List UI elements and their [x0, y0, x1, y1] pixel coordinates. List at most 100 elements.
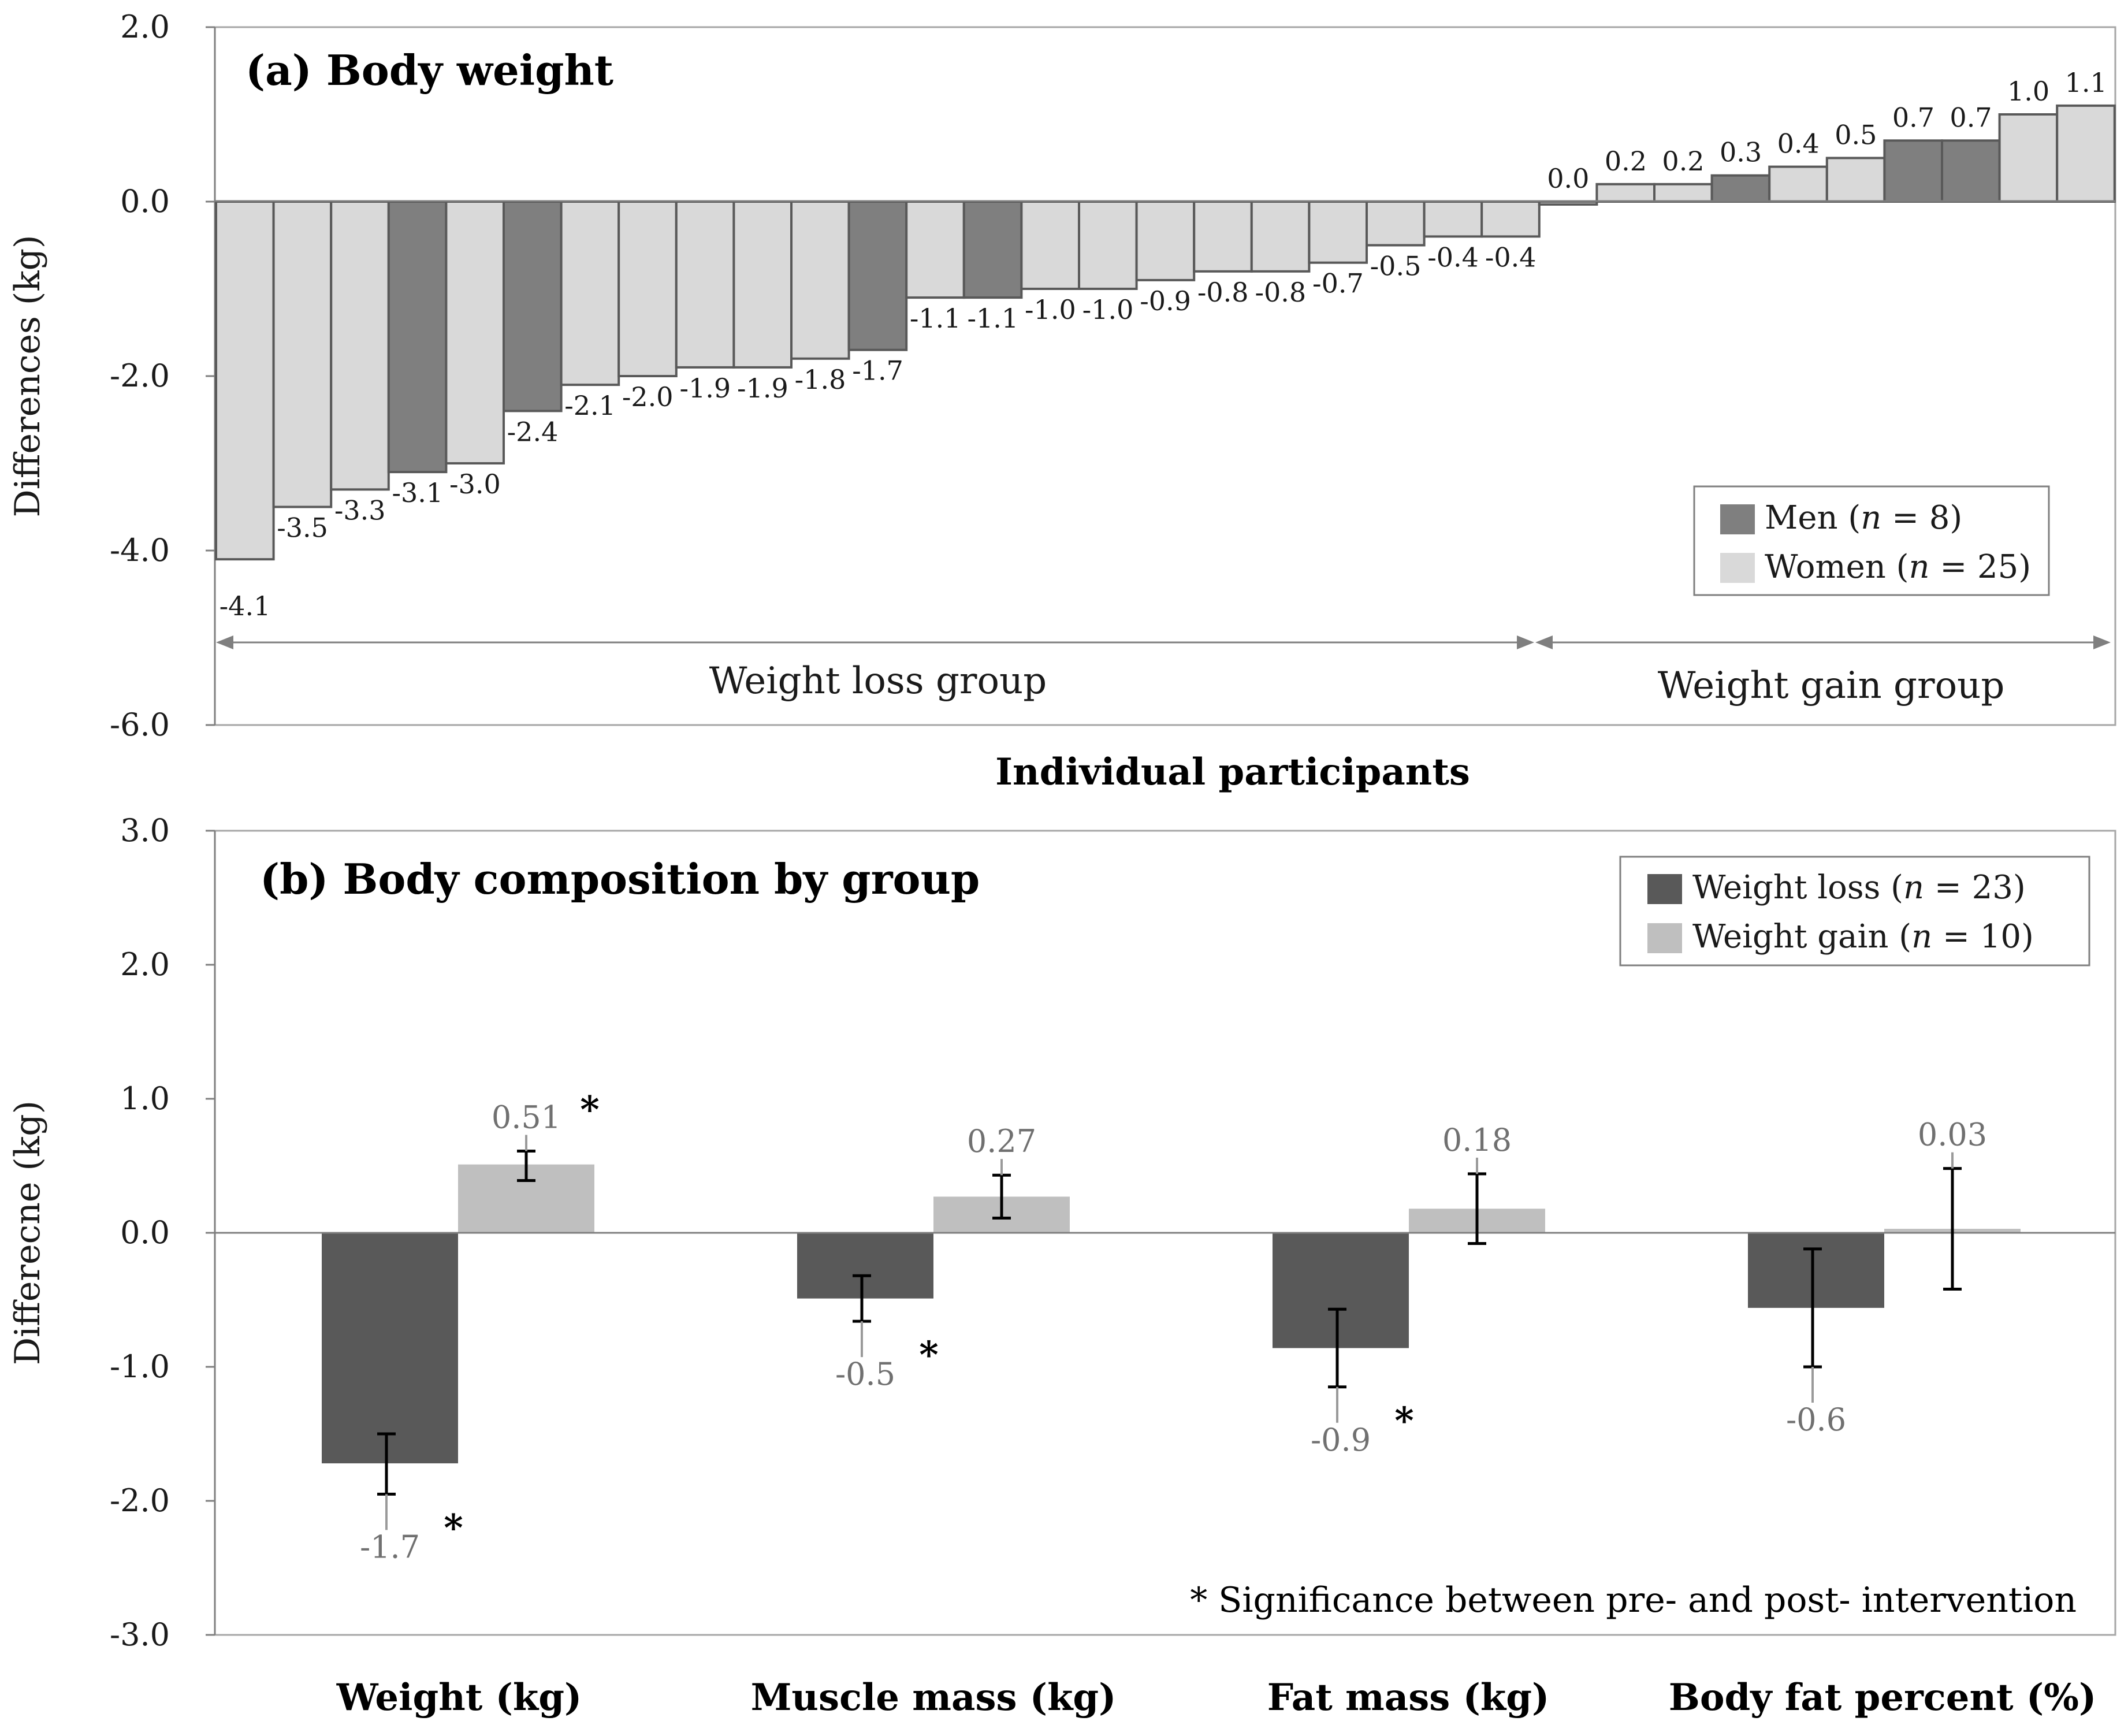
panel-a-x-label: Individual participants	[995, 750, 1470, 794]
bar-participant	[1020, 200, 1081, 290]
bar-participant	[1710, 174, 1771, 203]
weight-gain-arrow-left	[1535, 635, 1553, 649]
panel-a: 2.00.0-2.0-4.0-6.0 -4.1-3.5-3.3-3.1 -3.0-…	[8, 9, 2116, 743]
panel-a-bar-labels: -4.1-3.5-3.3-3.1 -3.0-2.4-2.1 -2.0 -1.9 -1.9…	[220, 67, 2107, 622]
bar-value-label: 1.1	[2065, 67, 2107, 98]
bar-value-label: -0.4	[1485, 241, 1537, 273]
weight-loss-arrow-right	[1517, 635, 1534, 649]
significance-star: *	[580, 1088, 599, 1131]
legend-swatch-weight-loss	[1647, 874, 1682, 904]
panel-b-y-label: Differecne (kg)	[8, 1101, 48, 1365]
bar-participant	[1480, 200, 1541, 238]
bar-value-label: -2.1	[564, 390, 616, 421]
bar-value-label: -1.0	[1082, 294, 1134, 325]
bar-participant	[1941, 139, 2001, 203]
legend-label-women: Women (n = 25)	[1765, 548, 2031, 586]
bar-value-label: 1.0	[2007, 76, 2049, 107]
bar-value-label: 0.3	[1720, 137, 1762, 168]
panel-b-category-labels: Weight (kg) Muscle mass (kg) Fat mass (kg)…	[336, 1676, 2096, 1719]
panel-a-y-tick-label: 0.0	[120, 183, 170, 220]
bar-participant	[1825, 157, 1886, 203]
bar-value-label: -1.1	[910, 303, 961, 334]
bar-weight-loss	[1273, 1233, 1409, 1348]
legend-swatch-weight-gain	[1647, 923, 1682, 953]
bar-participant	[1768, 165, 1828, 203]
bar-participant	[1078, 200, 1138, 290]
bar-value-label: 0.2	[1662, 146, 1704, 177]
bar-value-label: 0.18	[1442, 1122, 1512, 1158]
bar-participant	[732, 200, 793, 369]
legend-label-weight-gain: Weight gain (n = 10)	[1692, 918, 2034, 956]
panel-b-labels: -1.7 * -0.5 * -0.9 * -0.6 0.51 * 0.27 0.18 0.03	[360, 1088, 1987, 1565]
category-label: Body fat percent (%)	[1669, 1676, 2096, 1719]
panel-b-y-tick-label: -2.0	[110, 1482, 170, 1519]
bar-participant	[1193, 200, 1253, 273]
bar-value-label: -0.5	[1370, 251, 1422, 282]
bar-value-label: 0.7	[1892, 102, 1934, 133]
bar-value-label: -4.1	[220, 590, 271, 622]
bar-participant	[847, 200, 908, 351]
bar-participant	[1308, 200, 1368, 264]
bar-value-label: -1.1	[967, 303, 1018, 334]
bar-value-label: 0.2	[1605, 146, 1647, 177]
bar-participant	[2056, 104, 2116, 203]
panel-a-y-ticks: 2.0 0.0 -2.0 -4.0 -6.0	[110, 9, 215, 743]
bar-weight-loss	[797, 1233, 933, 1299]
bar-value-label: -3.1	[392, 477, 443, 508]
panel-b-y-tick-label: 2.0	[120, 946, 170, 983]
legend-swatch-women	[1720, 553, 1755, 583]
bar-value-label: -0.8	[1255, 277, 1306, 308]
category-label: Muscle mass (kg)	[751, 1676, 1117, 1719]
bar-value-label: -2.0	[622, 381, 674, 412]
bar-participant	[790, 200, 850, 360]
legend-label-men: Men (n = 8)	[1765, 499, 1962, 537]
significance-note: * Significance between pre- and post- in…	[1190, 1580, 2077, 1620]
panel-b-y-tick-label: 1.0	[120, 1080, 170, 1117]
bar-value-label: -3.3	[334, 495, 386, 526]
bar-participant	[1883, 139, 1943, 203]
weight-gain-arrow-right	[2093, 635, 2111, 649]
bar-value-label: -1.9	[737, 373, 788, 404]
panel-b-y-tick-label: 3.0	[120, 812, 170, 849]
bar-participant	[617, 200, 678, 377]
significance-star: *	[444, 1506, 463, 1549]
legend-swatch-men	[1720, 504, 1755, 534]
panel-b-y-tick-label: -1.0	[110, 1348, 170, 1385]
bar-participant	[272, 200, 333, 508]
bar-participant	[1653, 183, 1713, 203]
panel-b-y-ticks: 3.0 2.0 1.0 0.0 -1.0 -2.0 -3.0	[110, 812, 215, 1653]
bar-value-label: -1.8	[795, 364, 846, 395]
panel-b: 3.0 2.0 1.0 0.0 -1.0 -2.0 -3.0 -1.7 * -0.5 * -0.9 *…	[8, 812, 2116, 1653]
category-label: Weight (kg)	[336, 1676, 582, 1719]
panel-a-legend: Men (n = 8) Women (n = 25)	[1693, 485, 2050, 596]
bar-value-label: -2.4	[507, 416, 559, 447]
weight-loss-group-label: Weight loss group	[709, 660, 1047, 702]
bar-value-label: 0.51	[492, 1099, 561, 1135]
bar-value-label: -3.0	[449, 469, 501, 500]
category-label: Fat mass (kg)	[1267, 1676, 1549, 1719]
bar-participant	[1135, 200, 1196, 281]
bar-participant	[1366, 200, 1426, 247]
panel-a-y-tick-label: 2.0	[120, 9, 170, 45]
bar-participant	[503, 200, 563, 412]
panel-b-legend-box	[1619, 856, 2090, 966]
bar-value-label: -0.9	[1311, 1422, 1371, 1458]
panel-b-y-tick-label: -3.0	[110, 1616, 170, 1653]
bar-value-label: 0.4	[1777, 128, 1820, 159]
significance-star: *	[919, 1333, 938, 1377]
bar-participant	[560, 200, 620, 386]
bar-value-label: -1.7	[852, 355, 903, 386]
significance-star: *	[1394, 1399, 1413, 1443]
bar-value-label: -3.5	[277, 512, 328, 544]
bar-value-label: -0.5	[835, 1356, 895, 1392]
bar-participant	[330, 200, 390, 491]
bar-value-label: 0.03	[1918, 1117, 1987, 1153]
bar-value-label: -0.6	[1786, 1402, 1846, 1438]
bar-value-label: 0.0	[1547, 163, 1589, 194]
bar-value-label: -0.7	[1312, 268, 1364, 299]
legend-label-weight-loss: Weight loss (n = 23)	[1692, 869, 2026, 906]
bar-value-label: -1.0	[1025, 294, 1076, 325]
weight-loss-arrow-left	[216, 635, 233, 649]
panel-a-y-label: Differences (kg)	[8, 235, 48, 518]
